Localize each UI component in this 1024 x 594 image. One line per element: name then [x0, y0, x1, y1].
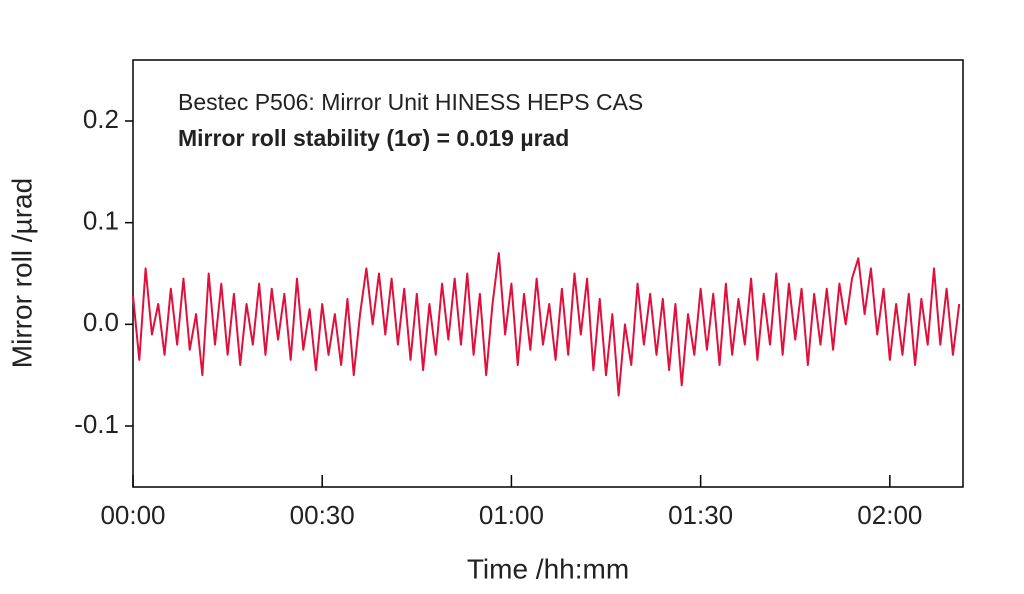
- data-line: [132, 252, 961, 397]
- y-tick-label: 0.0: [83, 307, 119, 337]
- y-tick-label: -0.1: [74, 409, 119, 439]
- x-axis-label: Time /hh:mm: [467, 553, 629, 584]
- y-tick-label: 0.2: [83, 104, 119, 134]
- x-tick-label: 01:00: [479, 500, 544, 530]
- plot-frame: [132, 59, 964, 488]
- x-tick-label: 00:30: [290, 500, 355, 530]
- x-tick-label: 00:00: [100, 500, 165, 530]
- y-tick-label: 0.1: [83, 206, 119, 236]
- x-tick-label: 02:00: [857, 500, 922, 530]
- annotation: Bestec P506: Mirror Unit HINESS HEPS CAS: [178, 89, 643, 115]
- y-axis-label: Mirror roll /µrad: [6, 178, 37, 368]
- annotation: Mirror roll stability (1σ) = 0.019 µrad: [178, 125, 569, 151]
- x-tick-label: 01:30: [668, 500, 733, 530]
